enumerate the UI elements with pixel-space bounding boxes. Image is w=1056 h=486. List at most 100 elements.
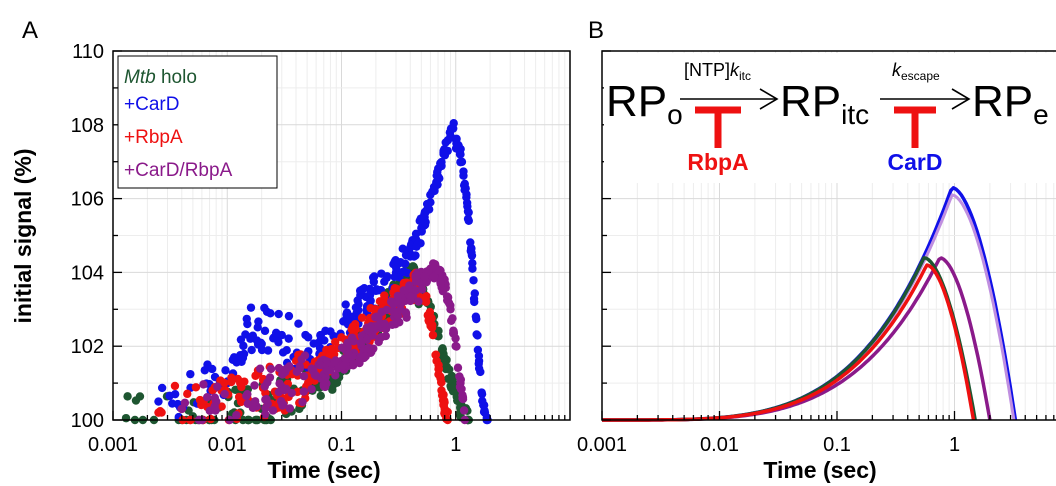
data-point — [191, 383, 201, 392]
data-point — [455, 382, 465, 392]
data-point — [396, 257, 405, 267]
data-point — [282, 364, 291, 373]
data-point — [344, 349, 353, 359]
panel-b-x-axis-label: Time (sec) — [763, 457, 876, 483]
data-point — [242, 314, 251, 324]
state-rpo: RPo — [606, 77, 683, 130]
data-point — [449, 326, 458, 335]
data-point — [366, 323, 376, 333]
data-point — [307, 364, 316, 373]
data-point — [297, 355, 306, 364]
data-point — [456, 375, 466, 384]
data-point — [316, 391, 325, 401]
data-point — [451, 341, 461, 351]
data-point — [227, 377, 236, 387]
data-point — [414, 297, 423, 306]
data-point — [420, 272, 429, 281]
data-point — [327, 344, 336, 354]
x-tick-label: 0.01 — [700, 434, 739, 456]
arrow-1-label-sub: itc — [739, 69, 751, 83]
data-point — [220, 389, 229, 399]
data-point — [459, 167, 468, 176]
panel-a-y-axis-label: initial signal (%) — [10, 148, 36, 323]
panel-b: 0.001 0.01 0.1 1 Time (sec) RPo [NTP]kitc R… — [577, 50, 1056, 483]
arrow-1-head — [759, 88, 779, 110]
data-point — [399, 286, 408, 295]
data-point — [199, 380, 208, 389]
data-point — [428, 330, 438, 340]
data-point — [266, 309, 275, 318]
data-point — [412, 242, 421, 251]
data-point — [401, 250, 411, 260]
data-point — [310, 370, 320, 380]
data-point — [453, 140, 463, 150]
data-point — [246, 334, 255, 343]
data-point — [400, 267, 409, 277]
arrow-1-label-k: k — [730, 60, 740, 80]
data-point — [380, 291, 389, 300]
data-point — [251, 371, 260, 380]
data-point — [285, 404, 295, 413]
data-point — [478, 396, 487, 406]
data-point — [447, 316, 456, 325]
panel-b-x-tick-labels: 0.001 0.01 0.1 1 — [577, 434, 960, 456]
arrow-1-label-prefix: [NTP] — [684, 60, 730, 80]
data-point — [236, 335, 246, 344]
data-point — [474, 359, 483, 368]
data-point — [418, 214, 428, 224]
data-point — [417, 285, 427, 294]
data-point — [432, 171, 441, 180]
data-point — [356, 338, 365, 348]
data-point — [406, 292, 416, 302]
data-point — [411, 272, 420, 282]
state-rpe: RPe — [972, 77, 1049, 130]
data-point — [459, 406, 469, 415]
data-point — [443, 136, 453, 145]
data-point — [479, 407, 489, 417]
x-tick-label: 0.001 — [577, 434, 627, 456]
data-point — [426, 314, 436, 323]
state-rpo-main: RP — [606, 77, 667, 126]
data-point — [431, 350, 441, 359]
data-point — [437, 157, 446, 167]
data-point — [361, 352, 370, 361]
data-point — [429, 272, 439, 281]
data-point — [263, 346, 273, 355]
state-rpitc: RPitc — [780, 77, 869, 130]
data-point — [229, 353, 239, 362]
panel-a: 0.001 0.01 0.1 1 100 102 104 106 108 110 Time (s… — [10, 41, 571, 483]
data-point — [339, 361, 348, 371]
data-point — [165, 391, 174, 401]
data-point — [186, 369, 195, 379]
data-point — [396, 305, 405, 314]
data-point — [250, 397, 260, 406]
data-point — [210, 402, 219, 411]
data-point — [372, 285, 381, 294]
data-point — [183, 389, 192, 399]
data-point — [374, 313, 383, 322]
arrow-2-label-sub: escape — [901, 69, 940, 83]
inhibitor-rbpa-label: RbpA — [687, 149, 748, 175]
data-point — [279, 385, 289, 395]
data-point — [379, 297, 388, 307]
arrow-2-label: kescape — [892, 60, 940, 83]
data-point — [389, 299, 398, 309]
data-point — [357, 313, 367, 322]
data-point — [294, 319, 303, 328]
panel-a-x-axis-label: Time (sec) — [267, 457, 380, 483]
data-point — [202, 392, 212, 402]
data-point — [389, 308, 399, 317]
data-point — [295, 362, 305, 371]
data-point — [374, 337, 383, 347]
data-point — [210, 393, 220, 402]
data-point — [449, 382, 458, 392]
y-tick-label: 104 — [71, 262, 104, 284]
data-point — [313, 338, 323, 348]
data-point — [446, 301, 455, 310]
data-point — [213, 382, 222, 391]
data-point — [331, 371, 340, 380]
data-point — [438, 344, 447, 353]
data-point — [411, 251, 420, 260]
kinetic-scheme: RPo [NTP]kitc RPitc kescape RPe RbpA Car… — [604, 53, 1056, 183]
data-point — [469, 276, 478, 285]
